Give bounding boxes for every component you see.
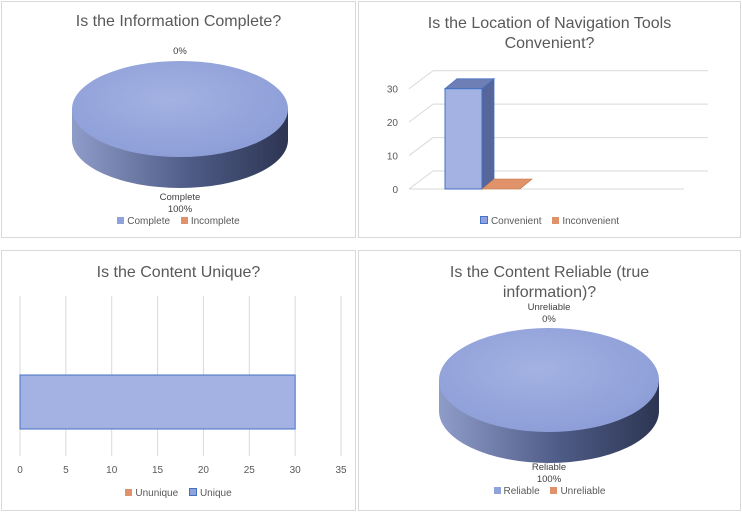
bar-convenient: [444, 88, 483, 190]
legend-item-incomplete: Incomplete: [180, 216, 240, 227]
bar-convenient-side: [481, 77, 495, 190]
slice-label-unreliable: Unreliable: [528, 302, 571, 313]
legend-item-reliable: Reliable: [493, 486, 540, 497]
legend-item-unique: Unique: [188, 488, 232, 499]
chart-panel-navigation-convenient: Is the Location of Navigation Tools Conv…: [358, 1, 741, 238]
legend-swatch-reliable: [493, 487, 501, 494]
legend-swatch-incomplete: [180, 217, 188, 224]
bar-chart-content-unique: 0 5 10 15 20 25 30 35: [17, 296, 347, 476]
x-tick-label-25: 25: [244, 465, 256, 476]
legend-swatch-convenient: [479, 216, 488, 224]
grid-line-depth-30: [408, 70, 434, 90]
chart-title-line-2: information)?: [502, 284, 597, 301]
y-tick-label-20: 20: [387, 118, 399, 129]
slice-percent-incomplete: 0%: [173, 46, 187, 57]
legend-item-ununique: Ununique: [125, 488, 178, 499]
x-tick-label-5: 5: [63, 465, 69, 476]
legend-item-complete: Complete: [117, 216, 170, 227]
chart-legend: Reliable Unreliable: [359, 486, 740, 497]
pie-chart-content-reliable: Unreliable 0% Reliable 100%: [439, 302, 659, 485]
y-axis-ticks: 0 10 20 30: [387, 85, 399, 196]
chart-panel-information-complete: Is the Information Complete? 0% Complete…: [1, 1, 356, 238]
chart-title: Is the Content Unique?: [96, 264, 261, 281]
legend-swatch-inconvenient: [552, 217, 560, 224]
pie-chart-information-complete: 0% Complete 100%: [72, 46, 288, 215]
chart-legend: Complete Incomplete: [2, 216, 355, 227]
x-tick-label-0: 0: [17, 465, 23, 476]
chart-title-line-1: Is the Location of Navigation Tools: [427, 15, 672, 32]
legend-item-inconvenient: Inconvenient: [552, 216, 619, 227]
legend-label-complete: Complete: [127, 216, 171, 227]
legend-label-incomplete: Incomplete: [190, 216, 240, 227]
legend-label-unique: Unique: [199, 488, 232, 499]
bar-inconvenient: [481, 178, 533, 190]
slice-percent-unreliable: 0%: [542, 314, 556, 325]
legend-label-inconvenient: Inconvenient: [562, 216, 620, 227]
chart-panel-content-unique: Is the Content Unique? 0 5 10 15 20 25 30 35 Un…: [1, 250, 356, 511]
legend-item-unreliable: Unreliable: [550, 486, 605, 497]
x-tick-label-10: 10: [106, 465, 118, 476]
pie-slice-reliable: [439, 328, 659, 432]
legend-label-reliable: Reliable: [503, 486, 540, 497]
legend-swatch-ununique: [125, 489, 133, 496]
grid-line-depth-0: [408, 170, 434, 190]
chart-title: Is the Information Complete?: [75, 13, 282, 30]
slice-label-reliable: Reliable: [532, 462, 566, 473]
legend-item-convenient: Convenient: [479, 216, 542, 227]
x-tick-label-35: 35: [335, 465, 347, 476]
legend-label-convenient: Convenient: [490, 216, 542, 227]
chart-title-line-2: Convenient?: [504, 35, 595, 52]
slice-percent-complete: 100%: [168, 204, 193, 215]
chart-legend: Convenient Inconvenient: [359, 216, 740, 227]
x-axis-ticks: 0 5 10 15 20 25 30 35: [17, 465, 347, 476]
legend-swatch-unreliable: [550, 487, 558, 494]
bars: [443, 77, 533, 190]
chart-title-line-1: Is the Content Reliable (true: [449, 264, 650, 281]
legend-swatch-unique: [188, 488, 197, 496]
slice-percent-reliable: 100%: [537, 474, 562, 485]
y-tick-label-0: 0: [392, 185, 398, 196]
chart-panel-content-reliable: Is the Content Reliable (true informatio…: [358, 250, 741, 511]
chart-legend: Ununique Unique: [2, 488, 355, 499]
x-tick-label-30: 30: [290, 465, 302, 476]
bar-unique: [19, 374, 296, 430]
grid-line-depth-20: [408, 103, 434, 123]
grid-line-depth-10: [408, 137, 434, 156]
bars: [19, 374, 296, 430]
y-tick-label-30: 30: [387, 85, 399, 96]
column-chart-navigation-convenient: 0 10 20 30: [387, 70, 708, 196]
x-tick-label-20: 20: [198, 465, 210, 476]
pie-slice-complete: [72, 61, 288, 157]
legend-swatch-complete: [117, 217, 125, 224]
legend-label-ununique: Ununique: [135, 488, 179, 499]
x-tick-label-15: 15: [152, 465, 164, 476]
slice-label-complete: Complete: [160, 192, 201, 203]
y-tick-label-10: 10: [387, 152, 399, 163]
legend-label-unreliable: Unreliable: [560, 486, 606, 497]
